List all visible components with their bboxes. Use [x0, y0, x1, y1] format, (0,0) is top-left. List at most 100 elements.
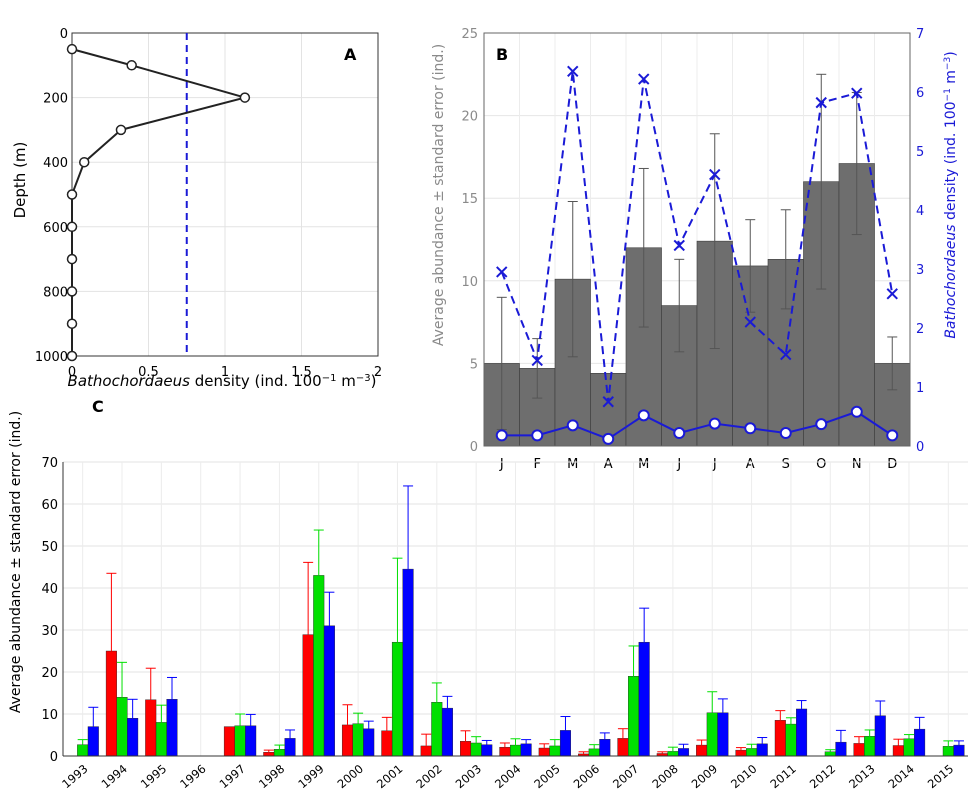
year-label: 1998 — [256, 762, 287, 792]
year-bar — [638, 641, 650, 757]
y-tick-label: 0 — [60, 27, 68, 42]
x-marker — [815, 96, 827, 109]
panel-b-ylabel-right-m: m — [943, 70, 959, 88]
month-label: J — [712, 457, 717, 472]
x-tick-label: 1 — [221, 365, 229, 380]
panel-b: 0 5 10 15 20 25 0 1 2 3 4 5 6 7 J F M A M J J A S O N D — [461, 27, 924, 472]
year-bar — [617, 738, 629, 757]
year-bar — [166, 699, 178, 757]
month-label: O — [816, 457, 826, 472]
year-bar — [313, 575, 325, 757]
month-label: A — [604, 457, 613, 472]
year-bar — [77, 744, 89, 757]
y-tick-label: 10 — [41, 708, 58, 723]
year-label: 2004 — [492, 762, 523, 792]
year-label: 1995 — [138, 762, 169, 792]
panel-a-xlabel-m: m — [336, 372, 355, 390]
panel-b-ylabel-right: Bathochordaeus density (ind. 100−1 m−3) — [943, 51, 959, 338]
circle-marker — [708, 417, 721, 430]
panel-a-xlabel-close: ) — [371, 372, 377, 390]
year-bar — [105, 650, 117, 757]
year-label: 2011 — [767, 762, 798, 792]
year-bar — [470, 742, 482, 757]
panel-a-letter: A — [344, 45, 357, 64]
circle-marker — [673, 427, 686, 440]
x-marker — [709, 168, 721, 181]
panel-b-ylabel-left: Average abundance ± standard error (ind.… — [431, 44, 447, 346]
panel-b-ylabel-right-sup1: −1 — [943, 88, 953, 101]
year-label: 2010 — [728, 762, 759, 792]
year-bar — [599, 739, 611, 757]
data-point — [66, 318, 78, 329]
y-tick-label: 200 — [43, 92, 68, 107]
panel-b-ylabel-right-rest: density (ind. 100 — [943, 101, 959, 224]
year-label: 2008 — [649, 762, 680, 792]
x-tick-label: 2 — [374, 365, 382, 380]
year-label: 2000 — [335, 762, 366, 792]
data-point — [66, 221, 78, 233]
year-bar — [874, 715, 886, 757]
year-bar — [678, 748, 690, 757]
plot-frame — [483, 32, 911, 447]
x-tick-label: 0.5 — [138, 365, 159, 380]
year-bar — [87, 726, 99, 757]
data-point — [239, 92, 251, 103]
year-bar — [538, 747, 550, 757]
panel-b-ylabel-right-close: ) — [943, 51, 959, 56]
x-marker — [886, 288, 898, 300]
year-bar — [341, 724, 353, 757]
year-label: 2015 — [925, 762, 956, 792]
circle-marker — [531, 429, 544, 442]
year-bar — [520, 743, 532, 757]
month-label: S — [782, 457, 790, 472]
year-label: 1993 — [59, 762, 90, 792]
year-bar — [352, 723, 364, 757]
y-tick-label: 400 — [43, 156, 68, 171]
year-bar — [942, 746, 954, 757]
year-bar — [696, 744, 708, 757]
year-label: 1996 — [177, 762, 208, 792]
year-bar — [914, 728, 926, 757]
data-point — [66, 189, 78, 200]
year-bar — [756, 743, 768, 757]
panel-a-xlabel-sup2: −3 — [356, 373, 371, 384]
y-tick-label: 20 — [41, 666, 58, 681]
year-bar — [835, 741, 847, 757]
year-bar — [284, 738, 296, 757]
year-bar — [381, 730, 393, 757]
circle-marker — [779, 427, 792, 440]
x-marker — [531, 354, 543, 367]
y-tick-label: 40 — [41, 582, 58, 597]
year-bar — [499, 746, 511, 757]
depth-profile-line — [71, 48, 249, 356]
circle-marker — [886, 429, 899, 442]
y-tick-label: 1000 — [35, 350, 68, 365]
left-tick-label: 15 — [461, 192, 478, 207]
data-point — [66, 253, 78, 265]
year-bar — [234, 725, 246, 757]
right-tick-label: 4 — [916, 204, 924, 219]
circle-marker — [850, 405, 863, 418]
year-bar — [245, 725, 257, 757]
right-tick-label: 3 — [916, 263, 924, 278]
y-tick-label: 30 — [41, 624, 58, 639]
y-tick-label: 600 — [43, 221, 68, 236]
x-tick-label: 0 — [68, 365, 76, 380]
panel-b-ylabel-right-italic: Bathochordaeus — [943, 224, 959, 338]
year-bar — [323, 625, 335, 757]
panel-a-ylabel: Depth (m) — [11, 142, 29, 219]
x-marker — [638, 73, 650, 85]
year-bar — [735, 749, 747, 757]
panel-c: 0 10 20 30 40 50 60 70 1993 1994 1995 1996 1997 1998 1… — [41, 456, 968, 791]
year-bar — [116, 697, 128, 757]
year-bar — [892, 745, 904, 757]
year-bar — [127, 718, 139, 757]
x-marker — [602, 396, 614, 408]
data-point — [115, 124, 127, 136]
year-bar — [273, 749, 285, 757]
y-tick-label: 60 — [41, 498, 58, 513]
year-bar — [953, 744, 965, 757]
panel-c-letter: C — [92, 397, 104, 416]
month-label: J — [676, 457, 681, 472]
year-bar — [549, 745, 561, 757]
